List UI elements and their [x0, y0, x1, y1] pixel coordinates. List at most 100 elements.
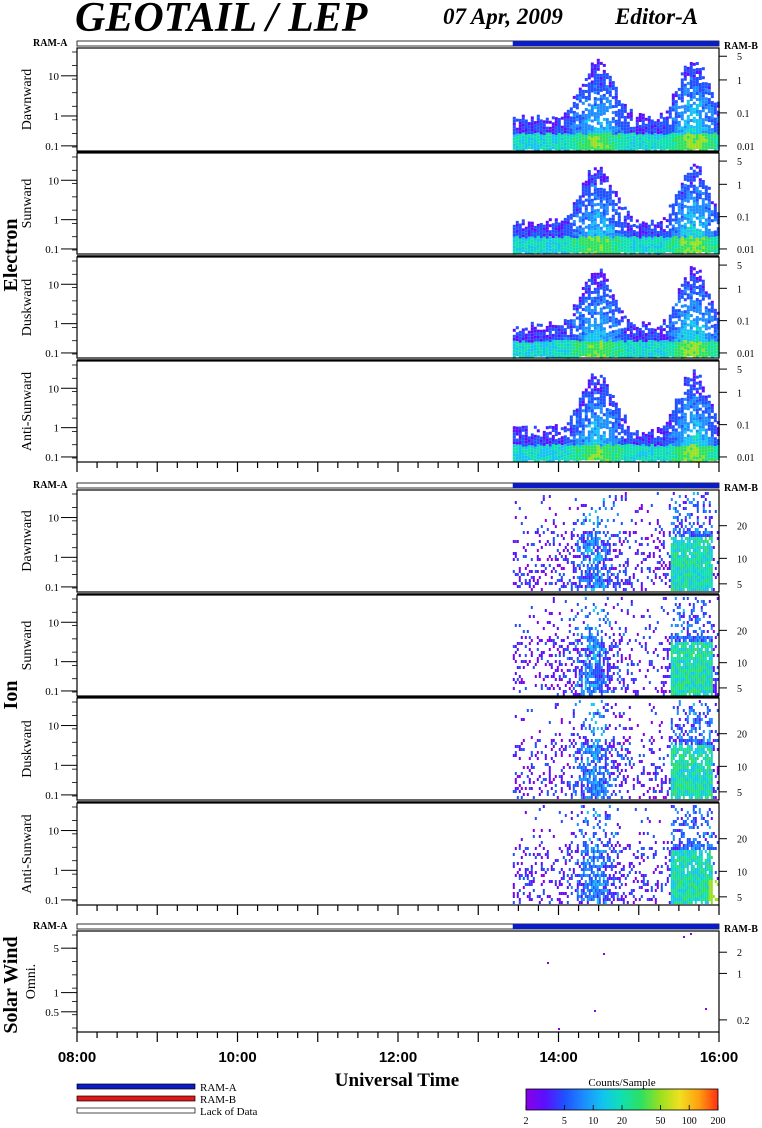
spectrogram-cell: [594, 585, 597, 588]
spectrogram-cell: [671, 413, 675, 417]
spectrogram-cell: [635, 439, 639, 443]
spectrogram-cell: [611, 330, 615, 334]
spectrogram-cell: [602, 291, 606, 295]
spectrogram-cell: [650, 435, 654, 438]
spectrogram-cell: [644, 442, 648, 446]
spectrogram-cell: [662, 531, 665, 534]
spectrogram-cell: [638, 116, 642, 119]
spectrogram-cell: [518, 124, 522, 128]
spectrogram-cell: [680, 227, 684, 231]
spectrogram-cell: [671, 324, 675, 328]
spectrogram-cell: [536, 558, 539, 561]
spectrogram-cell: [593, 82, 597, 86]
spectrogram-cell: [695, 390, 699, 394]
spectrogram-cell: [653, 139, 657, 143]
spectrogram-cell: [692, 420, 696, 424]
spectrogram-cell: [581, 239, 585, 243]
spectrogram-cell: [632, 324, 636, 328]
spectrogram-cell: [710, 430, 714, 434]
spectrogram-cell: [578, 195, 582, 199]
spectrogram-cell: [713, 347, 717, 351]
spectrogram-cell: [662, 440, 666, 444]
spectrogram-cell: [629, 322, 633, 326]
spectrogram-cell: [634, 552, 637, 555]
spectrogram-cell: [617, 130, 621, 134]
spectrogram-cell: [599, 458, 603, 462]
spectrogram-cell: [560, 576, 563, 579]
spectrogram-cell: [569, 349, 573, 353]
spectrogram-cell: [680, 218, 684, 222]
spectrogram-cell: [545, 144, 549, 148]
spectrogram-cell: [632, 351, 636, 355]
spectrogram-cell: [530, 457, 534, 461]
spectrogram-cell: [659, 437, 663, 441]
spectrogram-cell: [570, 546, 573, 549]
spectrogram-cell: [698, 89, 702, 92]
spectrogram-cell: [692, 396, 696, 400]
spectrogram-cell: [575, 432, 579, 436]
spectrogram-cell: [611, 214, 615, 218]
spectrogram-cell: [656, 143, 660, 147]
spectrogram-cell: [572, 241, 576, 245]
spectrogram-cell: [686, 229, 690, 233]
spectrogram-cell: [686, 72, 690, 76]
spectrogram-cell: [614, 221, 618, 224]
spectrogram-cell: [674, 233, 678, 237]
spectrogram-cell: [692, 131, 696, 135]
spectrogram-cell: [716, 227, 720, 231]
spectrogram-cell: [689, 314, 693, 318]
spectrogram-cell: [629, 337, 633, 341]
spectrogram-cell: [605, 109, 609, 113]
spectrogram-cell: [574, 498, 577, 501]
spectrogram-cell: [524, 567, 527, 570]
spectrogram-cell: [554, 239, 558, 243]
spectrogram-cell: [632, 438, 636, 442]
spectrogram-cell: [530, 588, 533, 591]
spectrogram-cell: [710, 442, 714, 446]
spectrogram-cell: [665, 330, 669, 334]
spectrogram-cell: [596, 329, 600, 333]
spectrogram-cell: [584, 114, 588, 117]
spectrogram-cell: [593, 79, 597, 83]
spectrogram-cell: [596, 142, 600, 146]
spectrogram-cell: [587, 139, 591, 143]
spectrogram-cell: [515, 347, 519, 351]
spectrogram-cell: [551, 125, 555, 129]
spectrogram-cell: [611, 312, 615, 316]
spectrogram-cell: [674, 336, 678, 340]
spectrogram-cell: [584, 549, 587, 552]
spectrogram-cell: [584, 198, 588, 202]
spectrogram-cell: [695, 83, 699, 86]
spectrogram-cell: [569, 325, 573, 329]
spectrogram-cell: [617, 349, 621, 353]
spectrogram-cell: [575, 423, 579, 427]
spectrogram-cell: [632, 531, 635, 534]
spectrogram-cell: [562, 567, 565, 570]
spectrogram-cell: [623, 429, 627, 433]
spectrogram-cell: [659, 446, 663, 450]
spectrogram-cell: [593, 299, 597, 303]
spectrogram-cell: [676, 546, 679, 549]
spectrogram-cell: [638, 334, 642, 337]
spectrogram-cell: [521, 458, 525, 462]
spectrogram-cell: [545, 126, 549, 130]
spectrogram-cell: [566, 337, 570, 341]
spectrogram-cell: [596, 88, 600, 92]
spectrogram-cell: [614, 305, 618, 309]
spectrogram-cell: [584, 338, 588, 342]
spectrogram-cell: [634, 531, 637, 534]
spectrogram-cell: [584, 576, 587, 579]
spectrogram-cell: [629, 218, 633, 222]
spectrogram-cell: [641, 119, 645, 123]
spectrogram-cell: [605, 426, 609, 430]
spectrogram-cell: [563, 238, 567, 242]
spectrogram-cell: [677, 437, 681, 441]
spectrogram-cell: [620, 228, 624, 232]
spectrogram-cell: [590, 400, 594, 404]
spectrogram-cell: [581, 430, 585, 434]
spectrogram-cell: [672, 564, 675, 567]
spectrogram-cell: [680, 343, 684, 347]
spectrogram-cell: [557, 334, 561, 338]
spectrogram-cell: [584, 388, 588, 392]
spectrogram-cell: [527, 221, 531, 225]
